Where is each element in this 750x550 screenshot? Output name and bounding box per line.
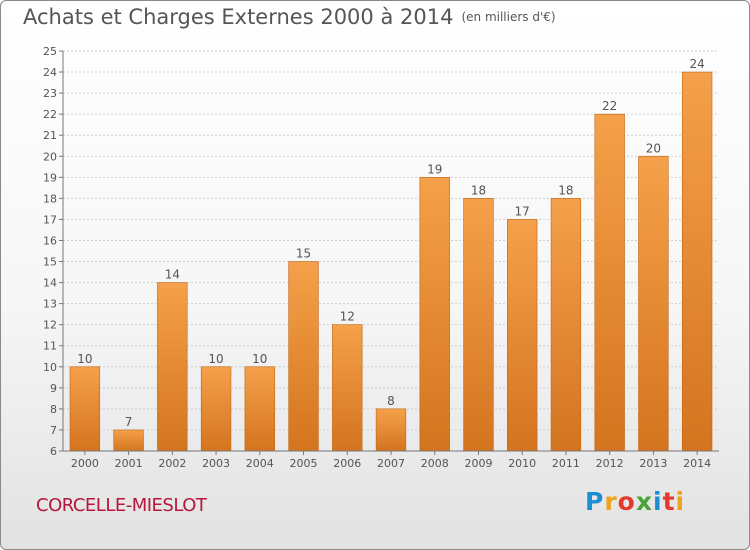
- data-label: 15: [296, 247, 311, 261]
- proxiti-logo: Proxiti: [585, 487, 685, 516]
- bar: [463, 198, 494, 452]
- y-tick-label: 6: [50, 445, 57, 458]
- logo-letter: x: [635, 487, 653, 516]
- y-tick-label: 11: [43, 340, 57, 353]
- y-tick-label: 9: [50, 382, 57, 395]
- x-tick-label: 2002: [158, 457, 186, 470]
- y-tick-label: 13: [43, 298, 57, 311]
- data-label: 19: [427, 162, 442, 176]
- y-tick-label: 18: [43, 192, 57, 205]
- y-axis-ticks: 6 7 8 9 10 11 12 13 14 15 16 17 18 19 20 21 22 23 24 25: [43, 45, 63, 458]
- bar: [113, 429, 144, 452]
- y-tick-label: 15: [43, 256, 57, 269]
- bar: [69, 366, 101, 452]
- x-tick-label: 2005: [290, 457, 318, 470]
- x-tick-label: 2000: [71, 457, 99, 470]
- x-axis-ticks: 2000 2001 2002 2003 2004 2005 2006 2007 2008 2009…: [71, 451, 711, 470]
- x-tick-label: 2009: [464, 457, 492, 470]
- chart-subtitle: (en milliers d'€): [461, 10, 556, 24]
- bar: [200, 366, 232, 452]
- logo-letter: i: [653, 487, 663, 516]
- bars: [69, 71, 713, 452]
- x-tick-label: 2006: [333, 457, 361, 470]
- data-label: 20: [646, 141, 661, 155]
- bar: [594, 113, 625, 452]
- data-label: 8: [387, 394, 395, 408]
- data-label: 12: [340, 310, 355, 324]
- logo-letter: P: [585, 487, 605, 516]
- data-label: 24: [689, 57, 704, 71]
- bar: [157, 282, 188, 452]
- data-label: 18: [558, 183, 573, 197]
- x-tick-label: 2003: [202, 457, 230, 470]
- y-tick-label: 23: [43, 87, 57, 100]
- y-tick-label: 7: [50, 424, 57, 437]
- x-tick-label: 2004: [246, 457, 274, 470]
- x-tick-label: 2001: [115, 457, 143, 470]
- bar: [507, 219, 538, 452]
- x-tick-label: 2011: [552, 457, 580, 470]
- bar: [550, 198, 582, 452]
- y-tick-label: 8: [50, 403, 57, 416]
- x-tick-label: 2010: [508, 457, 536, 470]
- logo-letter: i: [675, 487, 686, 516]
- data-label: 18: [471, 183, 486, 197]
- y-tick-label: 24: [43, 66, 57, 79]
- logo-letter: r: [604, 487, 618, 516]
- bar: [244, 366, 275, 452]
- data-label: 14: [165, 268, 180, 282]
- logo-letter: t: [662, 487, 676, 516]
- bar: [638, 155, 669, 452]
- data-label: 22: [602, 99, 617, 113]
- y-tick-label: 19: [43, 171, 57, 184]
- x-tick-label: 2012: [596, 457, 624, 470]
- logo-text: Proxiti: [585, 487, 685, 516]
- y-tick-label: 21: [43, 129, 57, 142]
- x-tick-label: 2014: [683, 457, 711, 470]
- x-tick-label: 2007: [377, 457, 405, 470]
- y-tick-label: 16: [43, 234, 57, 247]
- chart-title: Achats et Charges Externes 2000 à 2014: [23, 5, 454, 29]
- y-tick-label: 22: [43, 108, 57, 121]
- y-tick-label: 20: [43, 150, 57, 163]
- data-label: 10: [77, 352, 92, 366]
- town-name: CORCELLE-MIESLOT: [36, 495, 207, 516]
- data-labels: 10 7 14 10 10 15 12 8 19 18 17 18 22 20 24: [77, 57, 705, 429]
- y-tick-label: 10: [43, 361, 57, 374]
- y-tick-label: 25: [43, 45, 57, 58]
- x-tick-label: 2013: [639, 457, 667, 470]
- bar: [375, 408, 407, 452]
- y-tick-label: 17: [43, 213, 57, 226]
- y-tick-label: 12: [43, 319, 57, 332]
- logo-letter: o: [617, 487, 636, 516]
- data-label: 10: [252, 352, 267, 366]
- bar: [419, 177, 450, 452]
- x-tick-label: 2008: [421, 457, 449, 470]
- bar: [332, 324, 363, 452]
- data-label: 10: [208, 352, 223, 366]
- data-label: 7: [125, 415, 133, 429]
- bar: [288, 261, 319, 452]
- chart-title-block: Achats et Charges Externes 2000 à 2014 (e…: [23, 5, 556, 29]
- data-label: 17: [515, 204, 530, 218]
- bar: [681, 71, 713, 452]
- y-tick-label: 14: [43, 277, 57, 290]
